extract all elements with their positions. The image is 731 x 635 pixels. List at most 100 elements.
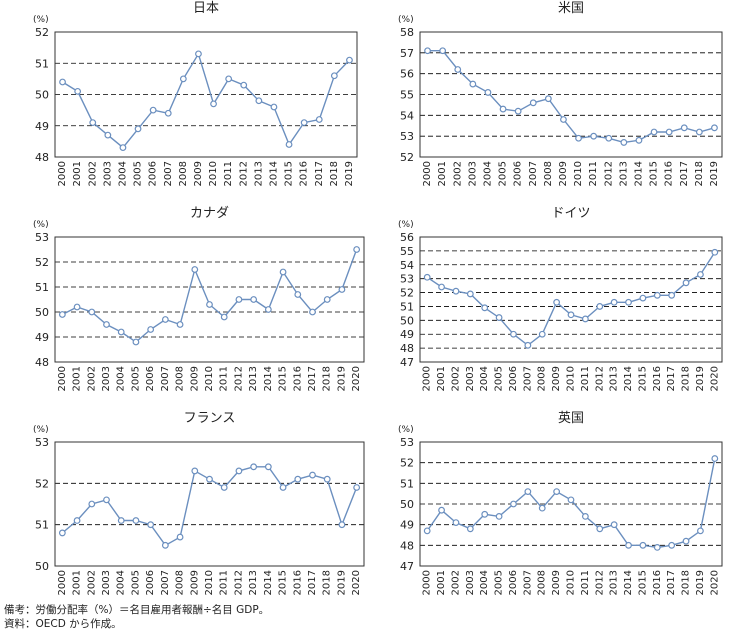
data-point xyxy=(103,321,110,328)
data-point xyxy=(206,301,213,308)
x-tick-label: 2010 xyxy=(208,161,219,186)
x-tick-label: 2005 xyxy=(133,161,144,186)
data-point xyxy=(423,527,431,535)
x-tick-label: 2012 xyxy=(233,570,244,595)
y-tick-label: 51 xyxy=(35,57,49,70)
data-point xyxy=(668,541,676,549)
y-tick-label: 53 xyxy=(400,273,414,286)
y-tick-label: 48 xyxy=(35,151,49,164)
x-tick-label: 2007 xyxy=(528,161,539,186)
y-tick-label: 50 xyxy=(35,560,49,573)
data-point xyxy=(89,119,97,127)
x-tick-label: 2011 xyxy=(219,366,230,391)
x-tick-label: 2006 xyxy=(508,570,519,595)
x-tick-label: 2012 xyxy=(233,366,244,391)
data-point xyxy=(553,298,561,306)
data-point xyxy=(510,330,517,338)
data-point xyxy=(639,294,647,302)
y-tick-label: 56 xyxy=(400,231,414,244)
data-point xyxy=(279,484,287,491)
x-tick-label: 2000 xyxy=(422,161,433,186)
x-tick-label: 2001 xyxy=(436,570,447,595)
x-tick-label: 2002 xyxy=(87,161,98,186)
data-point xyxy=(466,525,474,533)
x-tick-label: 2020 xyxy=(709,366,720,391)
y-tick-label: 49 xyxy=(35,120,49,133)
y-tick-label: 52 xyxy=(400,457,414,470)
data-point xyxy=(590,132,598,140)
x-tick-label: 2019 xyxy=(344,161,355,186)
x-tick-label: 2016 xyxy=(292,366,303,391)
y-tick-label: 53 xyxy=(400,130,414,143)
data-point xyxy=(524,341,532,349)
x-tick-label: 2013 xyxy=(248,570,259,595)
y-tick-label: 55 xyxy=(400,245,414,258)
data-point xyxy=(695,128,703,136)
chart-title: ドイツ xyxy=(551,206,590,221)
data-point xyxy=(538,504,546,512)
x-tick-label: 2008 xyxy=(537,570,548,595)
x-tick-label: 2012 xyxy=(594,570,605,595)
data-point xyxy=(250,296,258,303)
y-tick-label: 52 xyxy=(400,287,414,300)
chart-title: 日本 xyxy=(193,1,219,16)
x-tick-label: 2009 xyxy=(558,161,569,186)
x-tick-label: 2005 xyxy=(498,161,509,186)
data-point xyxy=(438,283,445,291)
data-point xyxy=(596,303,604,310)
x-tick-label: 2003 xyxy=(101,570,112,595)
y-tick-label: 57 xyxy=(400,47,414,60)
data-point xyxy=(179,75,187,83)
data-point xyxy=(538,330,546,338)
x-tick-label: 2018 xyxy=(694,161,705,186)
data-point xyxy=(625,541,632,549)
data-point xyxy=(575,134,582,142)
x-tick-label: 2004 xyxy=(117,161,128,186)
x-tick-label: 2004 xyxy=(116,366,127,391)
x-tick-label: 2016 xyxy=(652,570,663,595)
data-point xyxy=(635,136,643,144)
x-tick-label: 2015 xyxy=(637,570,648,595)
data-point xyxy=(250,463,258,471)
x-tick-label: 2000 xyxy=(422,366,433,391)
data-point xyxy=(117,517,125,524)
data-point xyxy=(514,107,522,115)
data-point xyxy=(191,266,199,273)
y-tick-label: 49 xyxy=(400,519,414,532)
data-point xyxy=(240,81,248,89)
data-point xyxy=(294,475,302,483)
x-tick-label: 2002 xyxy=(86,570,97,595)
x-tick-label: 2017 xyxy=(307,366,318,391)
data-point xyxy=(73,303,81,311)
x-tick-label: 2003 xyxy=(465,366,476,391)
data-point xyxy=(323,475,331,483)
x-tick-label: 2011 xyxy=(223,161,234,186)
x-tick-label: 2017 xyxy=(666,366,677,391)
chart-usa: 米国 (%) 52 53 54 55 56 57 58 2000 2001 2002 2003 2004 2… xyxy=(398,1,723,186)
y-unit-label: (%) xyxy=(398,220,414,230)
x-tick-label: 2012 xyxy=(603,161,614,186)
x-tick-label: 2000 xyxy=(422,570,433,595)
x-tick-label: 2014 xyxy=(263,570,274,595)
y-tick-label: 52 xyxy=(400,151,414,164)
data-point xyxy=(255,97,263,105)
y-unit-label: (%) xyxy=(398,425,414,435)
data-point xyxy=(711,124,718,132)
data-point xyxy=(697,527,704,535)
y-tick-label: 53 xyxy=(35,436,49,449)
y-tick-label: 51 xyxy=(400,477,414,490)
data-point xyxy=(164,109,172,117)
y-tick-label: 54 xyxy=(400,109,414,122)
x-tick-label: 2003 xyxy=(101,366,112,391)
x-tick-label: 2011 xyxy=(580,570,591,595)
x-tick-label: 2007 xyxy=(522,570,533,595)
data-point xyxy=(147,521,155,529)
y-tick-label: 52 xyxy=(35,256,49,269)
x-tick-label: 2013 xyxy=(253,161,264,186)
y-tick-label: 50 xyxy=(400,314,414,327)
x-tick-label: 2016 xyxy=(664,161,675,186)
y-tick-label: 53 xyxy=(35,231,49,244)
data-point xyxy=(330,72,338,80)
x-tick-label: 2012 xyxy=(594,366,605,391)
